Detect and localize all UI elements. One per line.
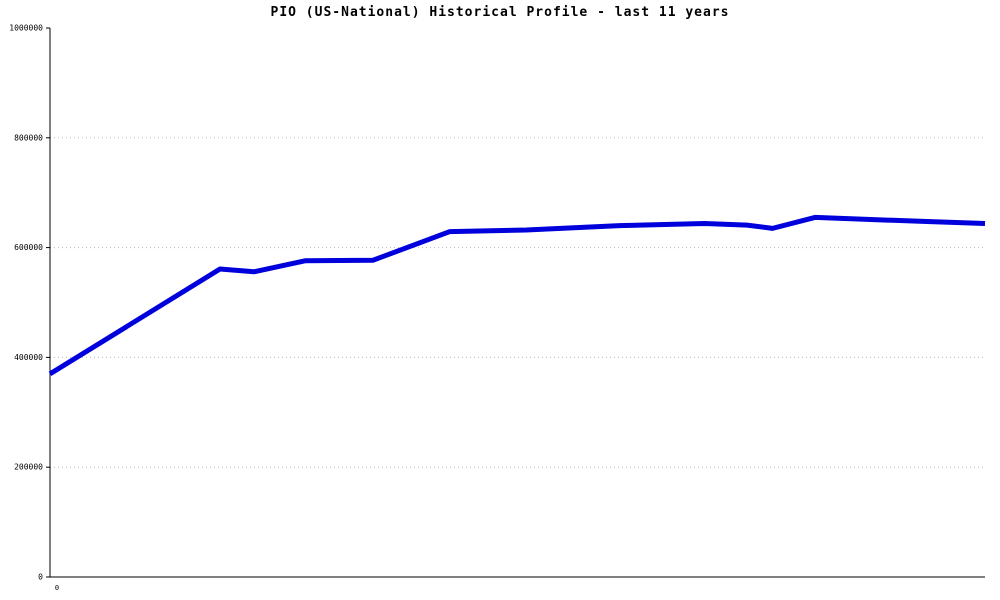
chart-title: PIO (US-National) Historical Profile - l… — [270, 5, 730, 20]
x-tick-label: 0 — [55, 584, 59, 592]
y-tick-label: 600000 — [14, 243, 43, 252]
y-tick-label: 1000000 — [9, 24, 43, 33]
y-tick-label: 0 — [38, 573, 43, 582]
y-tick-label: 800000 — [14, 133, 43, 142]
data-line-pio — [48, 214, 986, 376]
y-tick-label: 400000 — [14, 353, 43, 362]
y-tick-label: 200000 — [14, 463, 43, 472]
